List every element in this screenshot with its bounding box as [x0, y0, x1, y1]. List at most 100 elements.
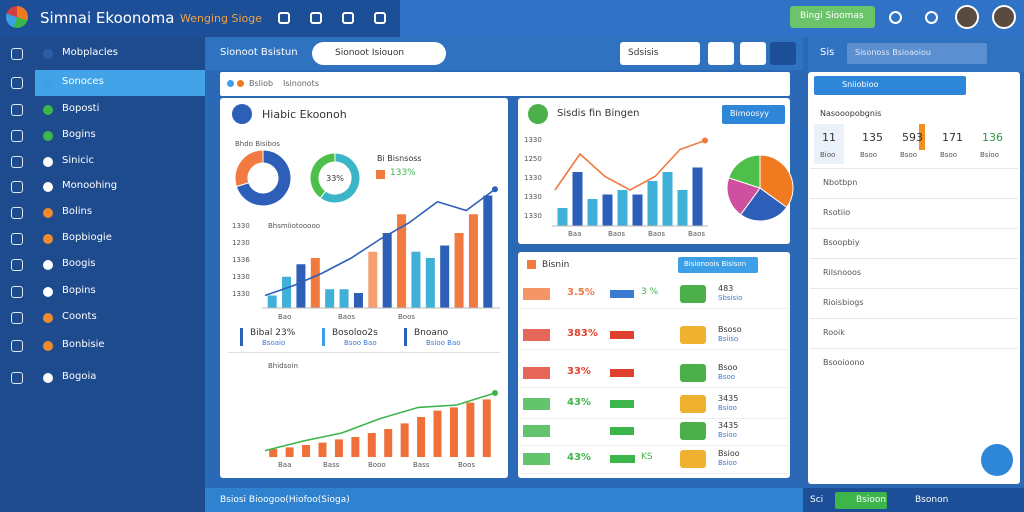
- y-label: 1330: [232, 222, 250, 230]
- icon-button[interactable]: [278, 12, 290, 24]
- y-label: 1330: [524, 174, 542, 182]
- divider: [228, 352, 500, 353]
- select-text: Sisonoss Bsioaoiou: [855, 48, 931, 57]
- stat-bar: [919, 124, 925, 150]
- x-label: Baos: [338, 313, 356, 321]
- breadcrumb-bar: [220, 72, 790, 96]
- icon-button[interactable]: [740, 42, 766, 65]
- sidebar-item[interactable]: Monoohing: [62, 180, 118, 191]
- select-box[interactable]: [620, 42, 700, 65]
- row-pct2: 3 %: [641, 287, 659, 297]
- footer-item: Bsioon: [856, 495, 887, 505]
- sidebar-item[interactable]: Coonts: [62, 311, 97, 322]
- icon-button[interactable]: [889, 11, 902, 24]
- row-icon: [680, 326, 706, 344]
- icon-button[interactable]: [925, 11, 938, 24]
- sidebar-item[interactable]: Bolins: [62, 206, 93, 217]
- sidebar-item[interactable]: Boposti: [62, 103, 100, 114]
- stat-title: Bnoano: [414, 328, 449, 338]
- stat-bar: [322, 328, 325, 346]
- panel-button[interactable]: [814, 76, 966, 95]
- sidebar-item[interactable]: Bogoia: [62, 371, 97, 382]
- card-button[interactable]: [722, 105, 785, 124]
- x-label: Baa: [278, 461, 292, 469]
- list-item[interactable]: Rioisbiogs: [823, 298, 864, 307]
- icon-button[interactable]: [708, 42, 734, 65]
- list-item[interactable]: Rooik: [823, 328, 845, 337]
- x-label: Baos: [608, 230, 626, 238]
- stat-sub: Bsioo Bao: [426, 339, 461, 347]
- sidebar-item-icon: [43, 208, 53, 218]
- row-tag: [523, 329, 550, 341]
- search-box[interactable]: [312, 42, 446, 65]
- list-item[interactable]: Rilsnooos: [823, 268, 862, 277]
- sidebar-item[interactable]: Bopbiogie: [62, 232, 112, 243]
- sidebar-item[interactable]: Bonbisie: [62, 339, 105, 350]
- icon-button[interactable]: [310, 12, 322, 24]
- row-divider: [520, 473, 788, 474]
- logo: [6, 6, 28, 28]
- primary-button[interactable]: [790, 6, 875, 28]
- row-code: 483: [718, 284, 734, 293]
- sidebar-item[interactable]: Boogis: [62, 258, 96, 269]
- row-pct: 383%: [567, 328, 598, 339]
- card-button-label: Bimoosyy: [730, 109, 769, 118]
- sidebar-item-icon: [43, 313, 53, 323]
- x-label: Bass: [413, 461, 430, 469]
- row-divider: [520, 308, 788, 309]
- chart-label: Bhsmiiotooooo: [268, 222, 321, 230]
- sidebar-icon: [11, 77, 23, 89]
- sidebar-item[interactable]: Sonoces: [62, 76, 104, 87]
- panel-title: Sis: [820, 47, 835, 58]
- avatar[interactable]: [992, 5, 1016, 29]
- sidebar-icon: [11, 104, 23, 116]
- row-divider: [520, 445, 788, 446]
- row-divider: [520, 418, 788, 419]
- avatar[interactable]: [955, 5, 979, 29]
- sidebar-item[interactable]: Mobplacles: [62, 47, 118, 58]
- chart-label: Bhidsoin: [268, 362, 298, 370]
- row-icon: [680, 285, 706, 303]
- icon-button[interactable]: [770, 42, 796, 65]
- sidebar-item-icon: [43, 182, 53, 192]
- app-subtitle: Wenging Sioge: [180, 12, 262, 25]
- stat-sub: Bsoaio: [262, 339, 286, 347]
- stat-sub: Bsoo: [900, 151, 918, 159]
- icon-button[interactable]: [342, 12, 354, 24]
- row-icon: [680, 364, 706, 382]
- list-item[interactable]: Nbotbpn: [823, 178, 858, 187]
- footer-item: Sci: [810, 495, 824, 505]
- stat-sub: Bsoo: [940, 151, 958, 159]
- row-pct: 3.5%: [567, 287, 595, 298]
- stat-sub: Bsoo: [860, 151, 878, 159]
- sidebar-icon: [11, 48, 23, 60]
- select-text: Sdsisis: [628, 48, 659, 58]
- stat-value: 11: [822, 131, 836, 144]
- list-item[interactable]: Bsooioono: [823, 358, 865, 367]
- row-bar: [610, 331, 634, 339]
- tag-label: Bisionoois Bisison: [684, 260, 747, 268]
- row-sub: Sbsisio: [718, 294, 743, 302]
- y-label: 1330: [232, 273, 250, 281]
- list-item[interactable]: Rsotiio: [823, 208, 851, 217]
- row-code: Bsoso: [718, 325, 742, 334]
- card: [220, 98, 508, 478]
- sidebar-item[interactable]: Sinicic: [62, 155, 95, 166]
- list-item[interactable]: Bsoopbiy: [823, 238, 860, 247]
- select-box[interactable]: [847, 43, 987, 64]
- sidebar-item[interactable]: Bopins: [62, 285, 96, 296]
- icon-button[interactable]: [374, 12, 386, 24]
- y-label: 1230: [232, 239, 250, 247]
- row-divider: [520, 349, 788, 350]
- y-label: 1330: [232, 290, 250, 298]
- fab[interactable]: [981, 444, 1013, 476]
- row-bar: [610, 400, 634, 408]
- row-bar: [610, 369, 634, 377]
- sidebar-item[interactable]: Bogins: [62, 129, 96, 140]
- sidebar-icon: [11, 286, 23, 298]
- x-label: Boos: [398, 313, 416, 321]
- list-divider: [810, 168, 1018, 169]
- stat-bar: [240, 328, 243, 346]
- donut-label: Bhdo Bisibos: [235, 140, 280, 148]
